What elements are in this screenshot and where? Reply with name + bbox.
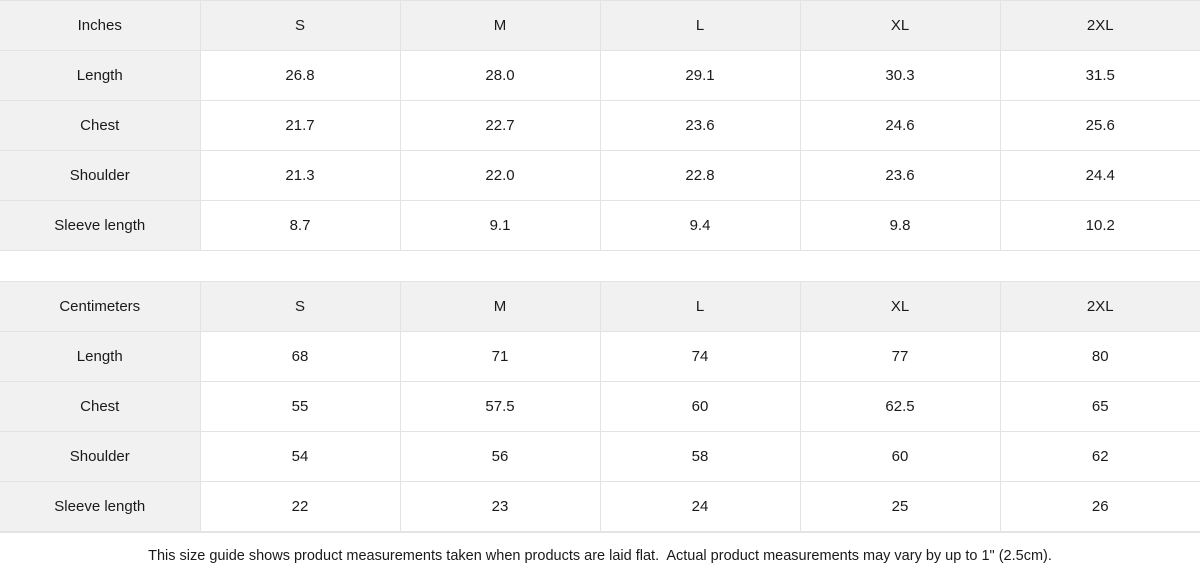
cell-sleeve-length-s: 22 [200,481,401,532]
table-row: Chest 55 57.5 60 62.5 65 [0,381,1200,432]
cell-sleeve-length-xl: 25 [800,481,1001,532]
column-header-s: S [200,0,401,51]
cell-sleeve-length-2xl: 26 [1000,481,1200,532]
cell-length-m: 71 [400,331,601,382]
header-row: Inches S M L XL 2XL [0,0,1200,51]
cell-sleeve-length-s: 8.7 [200,200,401,251]
cell-chest-l: 23.6 [600,100,801,151]
column-header-xl: XL [800,281,1001,332]
cell-chest-2xl: 65 [1000,381,1200,432]
cell-shoulder-l: 58 [600,431,801,482]
column-header-m: M [400,0,601,51]
cell-length-2xl: 80 [1000,331,1200,382]
size-table-inches: Inches S M L XL 2XL Length 26.8 28.0 29.… [0,0,1200,251]
table-row: Shoulder 54 56 58 60 62 [0,431,1200,482]
row-label-sleeve-length: Sleeve length [0,481,201,532]
cell-sleeve-length-l: 24 [600,481,801,532]
cell-shoulder-s: 54 [200,431,401,482]
cell-sleeve-length-l: 9.4 [600,200,801,251]
cell-shoulder-l: 22.8 [600,150,801,201]
table-header-inches: Inches S M L XL 2XL [0,0,1200,51]
table-row: Shoulder 21.3 22.0 22.8 23.6 24.4 [0,150,1200,201]
cell-length-xl: 77 [800,331,1001,382]
row-label-sleeve-length: Sleeve length [0,200,201,251]
cell-length-m: 28.0 [400,50,601,101]
row-label-shoulder: Shoulder [0,431,201,482]
cell-chest-2xl: 25.6 [1000,100,1200,151]
cell-sleeve-length-2xl: 10.2 [1000,200,1200,251]
row-label-length: Length [0,331,201,382]
cell-chest-m: 57.5 [400,381,601,432]
cell-sleeve-length-m: 9.1 [400,200,601,251]
column-header-2xl: 2XL [1000,281,1200,332]
table-row: Length 26.8 28.0 29.1 30.3 31.5 [0,50,1200,101]
row-label-length: Length [0,50,201,101]
column-header-m: M [400,281,601,332]
column-header-2xl: 2XL [1000,0,1200,51]
unit-label-inches: Inches [0,0,201,51]
cell-length-l: 29.1 [600,50,801,101]
unit-label-centimeters: Centimeters [0,281,201,332]
cell-shoulder-m: 22.0 [400,150,601,201]
table-row: Sleeve length 22 23 24 25 26 [0,481,1200,532]
cell-length-s: 26.8 [200,50,401,101]
cell-chest-s: 21.7 [200,100,401,151]
cell-length-xl: 30.3 [800,50,1001,101]
table-separator [0,251,1200,281]
cell-shoulder-m: 56 [400,431,601,482]
cell-chest-s: 55 [200,381,401,432]
row-label-shoulder: Shoulder [0,150,201,201]
cell-length-s: 68 [200,331,401,382]
cell-shoulder-xl: 23.6 [800,150,1001,201]
size-guide-footnote: This size guide shows product measuremen… [0,532,1200,580]
cell-shoulder-2xl: 62 [1000,431,1200,482]
cell-length-l: 74 [600,331,801,382]
table-row: Length 68 71 74 77 80 [0,331,1200,382]
cell-chest-m: 22.7 [400,100,601,151]
footnote-text: This size guide shows product measuremen… [148,548,1052,565]
row-label-chest: Chest [0,381,201,432]
table-body-centimeters: Length 68 71 74 77 80 Chest 55 57.5 60 6… [0,331,1200,532]
table-header-centimeters: Centimeters S M L XL 2XL [0,281,1200,332]
column-header-l: L [600,0,801,51]
cell-shoulder-xl: 60 [800,431,1001,482]
cell-shoulder-s: 21.3 [200,150,401,201]
cell-shoulder-2xl: 24.4 [1000,150,1200,201]
column-header-l: L [600,281,801,332]
table-row: Sleeve length 8.7 9.1 9.4 9.8 10.2 [0,200,1200,251]
cell-chest-xl: 24.6 [800,100,1001,151]
cell-sleeve-length-xl: 9.8 [800,200,1001,251]
column-header-s: S [200,281,401,332]
cell-sleeve-length-m: 23 [400,481,601,532]
cell-length-2xl: 31.5 [1000,50,1200,101]
row-label-chest: Chest [0,100,201,151]
table-body-inches: Length 26.8 28.0 29.1 30.3 31.5 Chest 21… [0,50,1200,251]
header-row: Centimeters S M L XL 2XL [0,281,1200,332]
cell-chest-l: 60 [600,381,801,432]
size-table-centimeters: Centimeters S M L XL 2XL Length 68 71 74… [0,281,1200,532]
column-header-xl: XL [800,0,1001,51]
table-row: Chest 21.7 22.7 23.6 24.6 25.6 [0,100,1200,151]
cell-chest-xl: 62.5 [800,381,1001,432]
